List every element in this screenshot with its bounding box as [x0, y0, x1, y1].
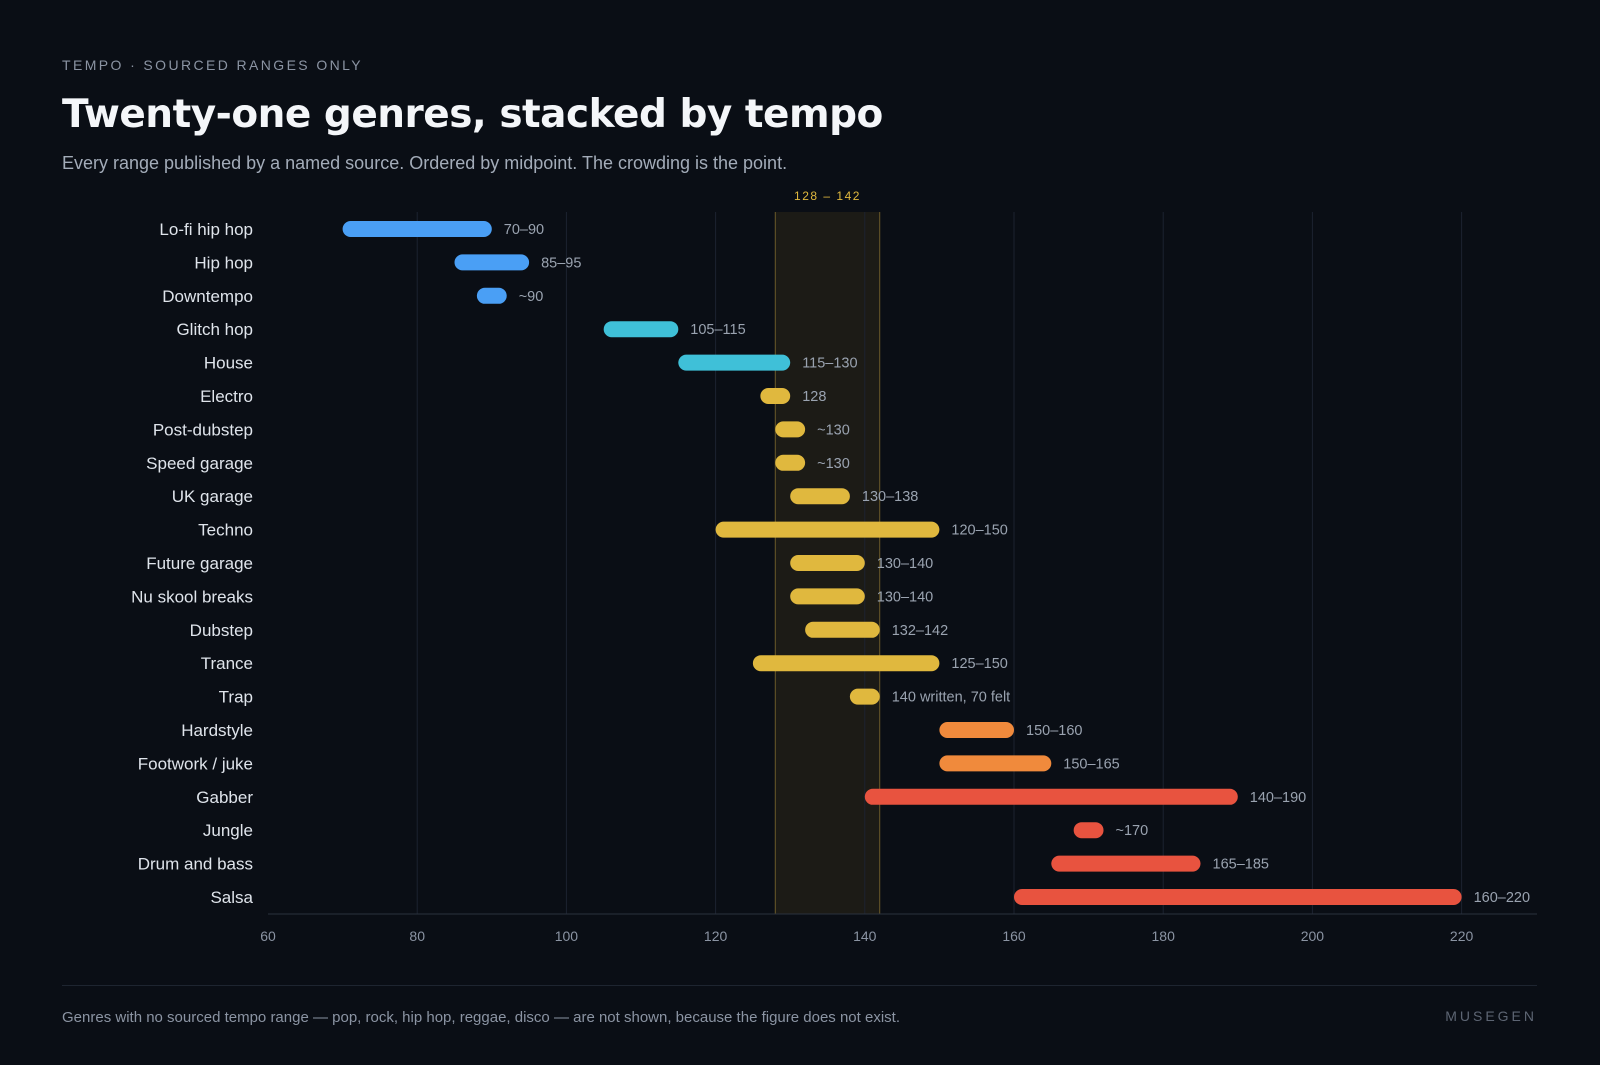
genre-label: Techno: [198, 521, 253, 540]
genre-label: Glitch hop: [176, 320, 253, 339]
genre-label: Electro: [200, 387, 253, 406]
tempo-range-bar: [1051, 855, 1201, 872]
genre-label: Trance: [201, 654, 253, 673]
range-value-label: 85–95: [541, 255, 581, 271]
range-value-label: ~90: [519, 289, 544, 305]
genre-label: UK garage: [172, 487, 253, 506]
range-value-label: 130–138: [862, 489, 918, 505]
genre-label: Future garage: [146, 554, 253, 573]
range-value-label: 130–140: [877, 556, 933, 572]
range-value-label: 150–160: [1026, 723, 1082, 739]
range-value-label: 105–115: [690, 322, 745, 338]
range-value-label: 165–185: [1213, 857, 1269, 873]
range-value-label: 128: [802, 389, 826, 405]
tempo-range-bar: [760, 388, 791, 404]
chart-eyebrow: TEMPO · SOURCED RANGES ONLY: [62, 57, 364, 73]
footnote: Genres with no sourced tempo range — pop…: [62, 1009, 900, 1026]
genre-label: Nu skool breaks: [131, 587, 253, 606]
tempo-range-bar: [939, 722, 1014, 738]
tempo-range-bar: [454, 254, 530, 271]
range-value-label: 125–150: [951, 656, 1007, 672]
chart-title: Twenty-one genres, stacked by tempo: [62, 92, 883, 137]
genre-label: Salsa: [210, 888, 253, 907]
tempo-range-bar: [752, 655, 940, 672]
highlight-band-label: 128 – 142: [794, 189, 861, 203]
tempo-range-bar: [849, 688, 880, 705]
genre-label: Lo-fi hip hop: [159, 220, 253, 239]
tempo-range-chart: 128 – 142 60 80 100 120 140 160 180 200 220 Lo-fi …: [131, 189, 1537, 944]
tempo-range-bar: [603, 321, 679, 338]
tempo-range-bar: [1073, 822, 1104, 839]
genre-label: Dubstep: [190, 621, 253, 640]
chart-subtitle: Every range published by a named source.…: [62, 153, 788, 173]
genre-label: Post-dubstep: [153, 420, 253, 439]
genre-label: House: [204, 354, 253, 373]
x-tick-label: 220: [1450, 928, 1474, 944]
range-value-label: ~130: [817, 456, 850, 472]
genre-label: Speed garage: [146, 454, 253, 473]
x-tick-label: 160: [1002, 928, 1026, 944]
tempo-range-bar: [939, 755, 1052, 772]
tempo-range-bar: [864, 788, 1238, 805]
tempo-range-bar: [678, 354, 791, 371]
tempo-range-bar: [476, 287, 507, 304]
x-tick-label: 200: [1301, 928, 1325, 944]
tempo-range-bar: [805, 621, 880, 638]
genre-label: Hardstyle: [181, 721, 253, 740]
tempo-range-bar: [775, 421, 806, 438]
range-value-label: ~170: [1116, 823, 1149, 839]
footer-divider: [62, 985, 1537, 986]
range-value-label: 132–142: [892, 623, 948, 639]
genre-label: Jungle: [203, 821, 253, 840]
x-tick-label: 100: [555, 928, 579, 944]
tempo-range-bar: [790, 488, 850, 505]
tempo-range-bar: [790, 588, 865, 605]
range-value-label: ~130: [817, 422, 850, 438]
genre-label: Drum and bass: [138, 855, 253, 874]
x-tick-label: 80: [409, 928, 425, 944]
tempo-range-bar: [790, 555, 865, 571]
range-value-label: 140 written, 70 felt: [892, 690, 1011, 706]
genre-label: Hip hop: [194, 253, 253, 272]
tempo-range-bar: [715, 521, 940, 538]
x-tick-label: 140: [853, 928, 877, 944]
range-value-label: 70–90: [504, 222, 544, 238]
range-value-label: 160–220: [1474, 890, 1530, 906]
brand-wordmark: MUSEGEN: [1445, 1008, 1537, 1024]
x-tick-label: 60: [260, 928, 276, 944]
x-tick-label: 180: [1152, 928, 1176, 944]
range-value-label: 150–165: [1063, 756, 1119, 772]
tempo-range-bar: [342, 221, 492, 237]
genre-label: Trap: [219, 688, 253, 707]
range-value-label: 130–140: [877, 589, 933, 605]
genre-label: Gabber: [196, 788, 253, 807]
genre-label: Downtempo: [162, 287, 253, 306]
genre-label: Footwork / juke: [138, 754, 253, 773]
tempo-range-bar: [1014, 889, 1462, 905]
range-value-label: 140–190: [1250, 790, 1306, 806]
range-value-label: 120–150: [951, 523, 1007, 539]
range-value-label: 115–130: [802, 356, 857, 372]
x-tick-label: 120: [704, 928, 728, 944]
tempo-range-bar: [775, 454, 806, 471]
